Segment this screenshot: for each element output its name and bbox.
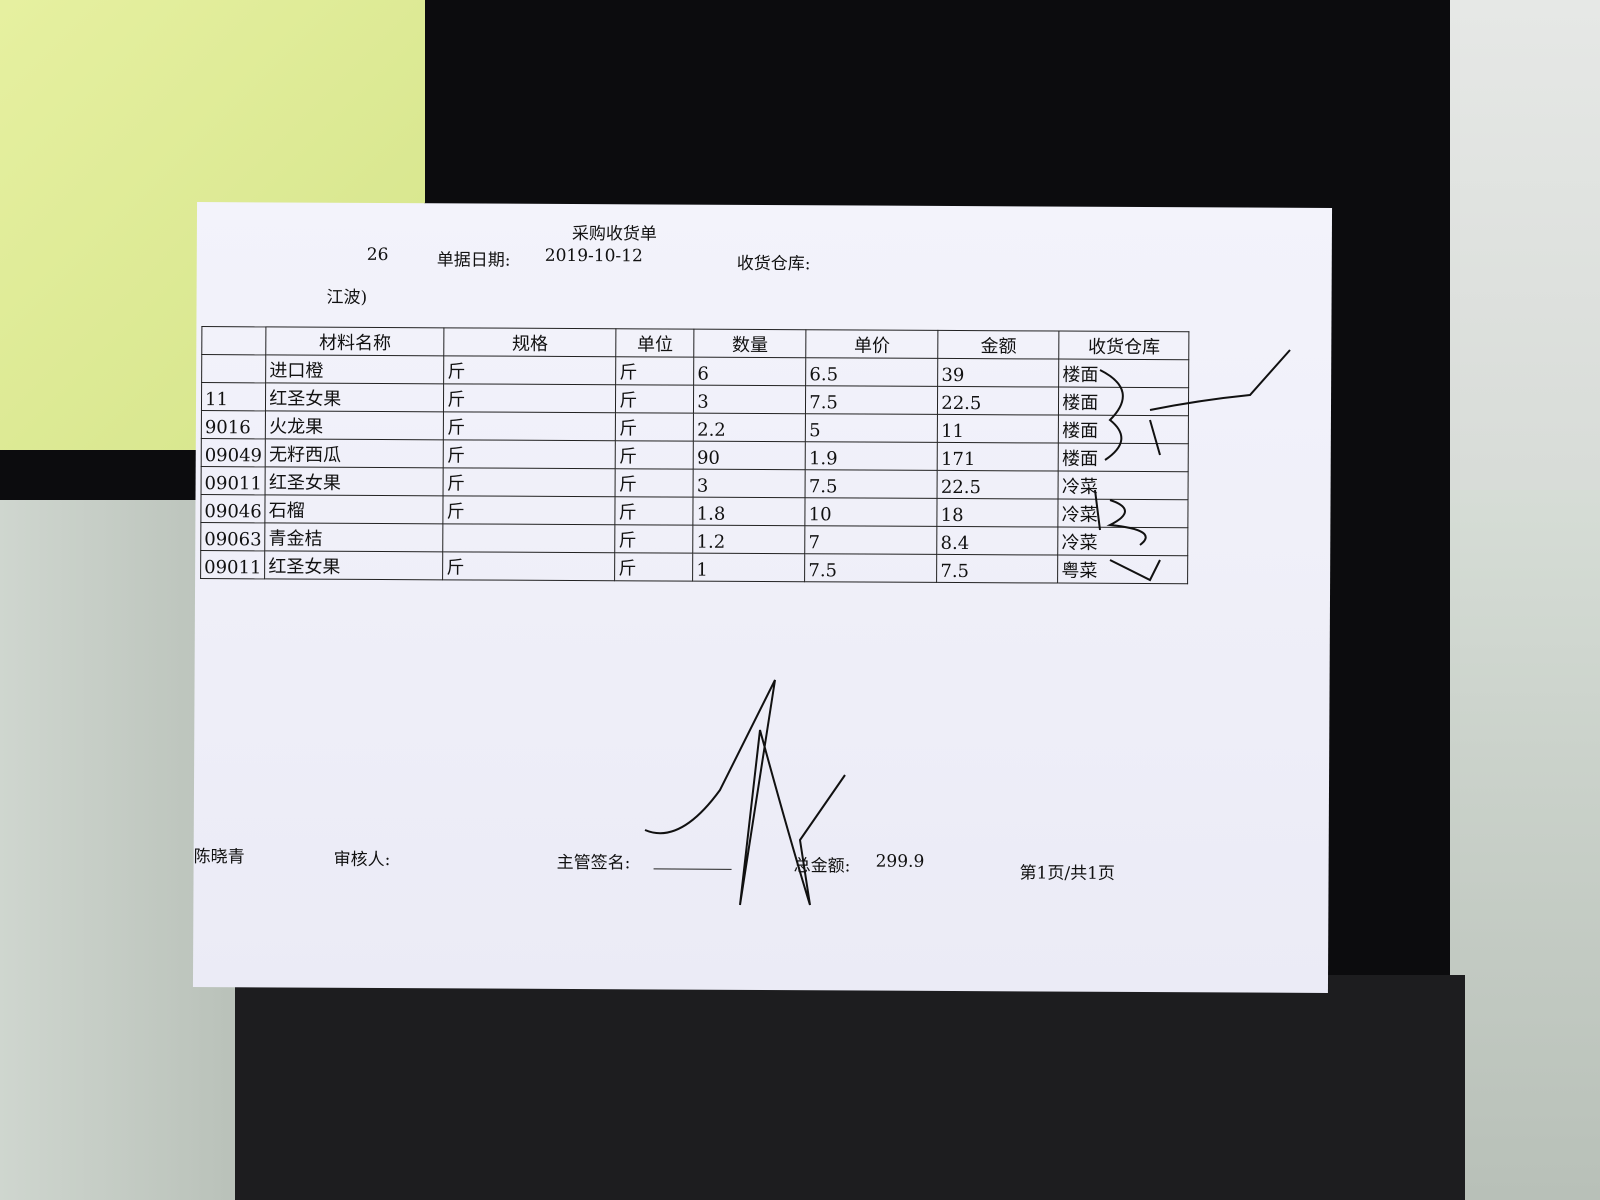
cell-code: 09011 [200, 550, 266, 579]
cell-code: 09011 [201, 466, 266, 495]
cell-qty: 1.2 [692, 525, 806, 554]
receipt-paper: 采购收货单 26 单据日期: 2019-10-12 收货仓库: 江波) 材料名称… [192, 202, 1333, 993]
col-price: 单价 [806, 329, 939, 359]
cell-price: 7.5 [805, 385, 938, 415]
cell-spec: 斤 [443, 467, 616, 497]
cell-amount: 7.5 [936, 554, 1058, 584]
signature-line [653, 868, 732, 870]
cell-qty: 3 [693, 385, 806, 414]
cell-unit: 斤 [615, 496, 694, 526]
cell-unit: 斤 [615, 356, 695, 386]
table-header-row: 材料名称 规格 单位 数量 单价 金额 收货仓库 [201, 326, 1190, 360]
items-table: 材料名称 规格 单位 数量 单价 金额 收货仓库 进口橙斤斤 6 6.5 39 楼面 11… [200, 326, 1190, 584]
cell-code: 9016 [201, 410, 266, 439]
supplier: 江波) [326, 287, 368, 308]
cell-price: 7.5 [805, 469, 938, 499]
cell-name: 无籽西瓜 [265, 438, 444, 468]
cell-unit: 斤 [615, 384, 694, 414]
cell-name: 红圣女果 [265, 382, 444, 412]
cell-price: 7 [804, 525, 938, 555]
col-unit: 单位 [616, 328, 695, 358]
cell-qty: 6 [693, 357, 807, 386]
cell-amount: 171 [937, 442, 1059, 472]
col-warehouse: 收货仓库 [1059, 331, 1190, 360]
cell-spec: 斤 [443, 383, 616, 413]
warehouse-label: 收货仓库: [736, 253, 811, 275]
preparer-name: 陈晓青 [193, 847, 245, 868]
cell-price: 10 [805, 497, 938, 527]
cell-code: 09049 [201, 438, 266, 467]
col-name: 材料名称 [266, 326, 445, 356]
cell-code: 09046 [200, 494, 266, 523]
cell-qty: 1 [692, 553, 805, 582]
col-code [201, 326, 267, 355]
cell-code: 09063 [200, 522, 266, 551]
col-spec: 规格 [444, 327, 617, 357]
cell-unit: 斤 [614, 524, 694, 554]
cell-price: 7.5 [804, 553, 937, 583]
cell-warehouse: 楼面 [1058, 415, 1189, 444]
reviewer-label: 审核人: [333, 849, 391, 871]
document-tray [235, 975, 1465, 1200]
cell-code: 11 [201, 382, 266, 411]
cell-name: 红圣女果 [265, 466, 444, 496]
cell-name: 青金桔 [265, 522, 444, 552]
cell-amount: 22.5 [937, 470, 1059, 500]
cell-amount: 22.5 [937, 386, 1059, 416]
cell-spec: 斤 [443, 411, 616, 441]
page-indicator: 第1页/共1页 [1019, 863, 1115, 884]
cell-price: 1.9 [805, 441, 938, 471]
cell-warehouse: 楼面 [1058, 387, 1189, 416]
cell-unit: 斤 [615, 440, 694, 470]
cell-warehouse: 冷菜 [1057, 527, 1189, 556]
cell-amount: 11 [937, 414, 1059, 444]
cell-name: 红圣女果 [264, 550, 444, 580]
cell-warehouse: 冷菜 [1058, 499, 1189, 528]
cell-unit: 斤 [615, 468, 694, 498]
table-row: 09011 红圣女果斤斤 1 7.5 7.5 粤菜 [200, 550, 1188, 584]
cell-qty: 2.2 [693, 413, 806, 442]
cell-warehouse: 楼面 [1058, 359, 1190, 388]
cell-unit: 斤 [615, 412, 694, 442]
cell-warehouse: 楼面 [1058, 443, 1189, 472]
cell-unit: 斤 [614, 552, 693, 582]
cell-spec: 斤 [443, 495, 616, 525]
cell-amount: 18 [937, 498, 1059, 528]
cell-amount: 39 [937, 358, 1060, 388]
cell-spec: 斤 [443, 439, 616, 469]
document-title: 采购收货单 [571, 223, 657, 245]
cell-spec: 斤 [442, 551, 615, 581]
cell-warehouse: 粤菜 [1057, 555, 1188, 584]
cell-code [201, 354, 267, 383]
date-label: 单据日期: [436, 250, 511, 271]
date-value: 2019-10-12 [544, 245, 643, 267]
cell-spec [443, 523, 616, 553]
col-qty: 数量 [694, 329, 807, 358]
cell-name: 进口橙 [265, 354, 445, 384]
cell-qty: 3 [693, 469, 806, 498]
cell-price: 5 [805, 413, 938, 443]
cell-qty: 90 [693, 441, 806, 470]
col-amount: 金额 [938, 330, 1060, 360]
cell-warehouse: 冷菜 [1058, 471, 1189, 500]
doc-number: 26 [366, 244, 389, 266]
cell-qty: 1.8 [693, 497, 806, 526]
supervisor-label: 主管签名: [556, 852, 631, 874]
cell-spec: 斤 [443, 355, 617, 385]
total-label: 总金额: [793, 856, 851, 877]
cell-name: 石榴 [265, 494, 444, 524]
cell-price: 6.5 [805, 357, 939, 387]
cell-amount: 8.4 [936, 526, 1059, 556]
background-tile [1450, 490, 1600, 1200]
total-value: 299.9 [875, 851, 925, 872]
cell-name: 火龙果 [265, 410, 444, 440]
